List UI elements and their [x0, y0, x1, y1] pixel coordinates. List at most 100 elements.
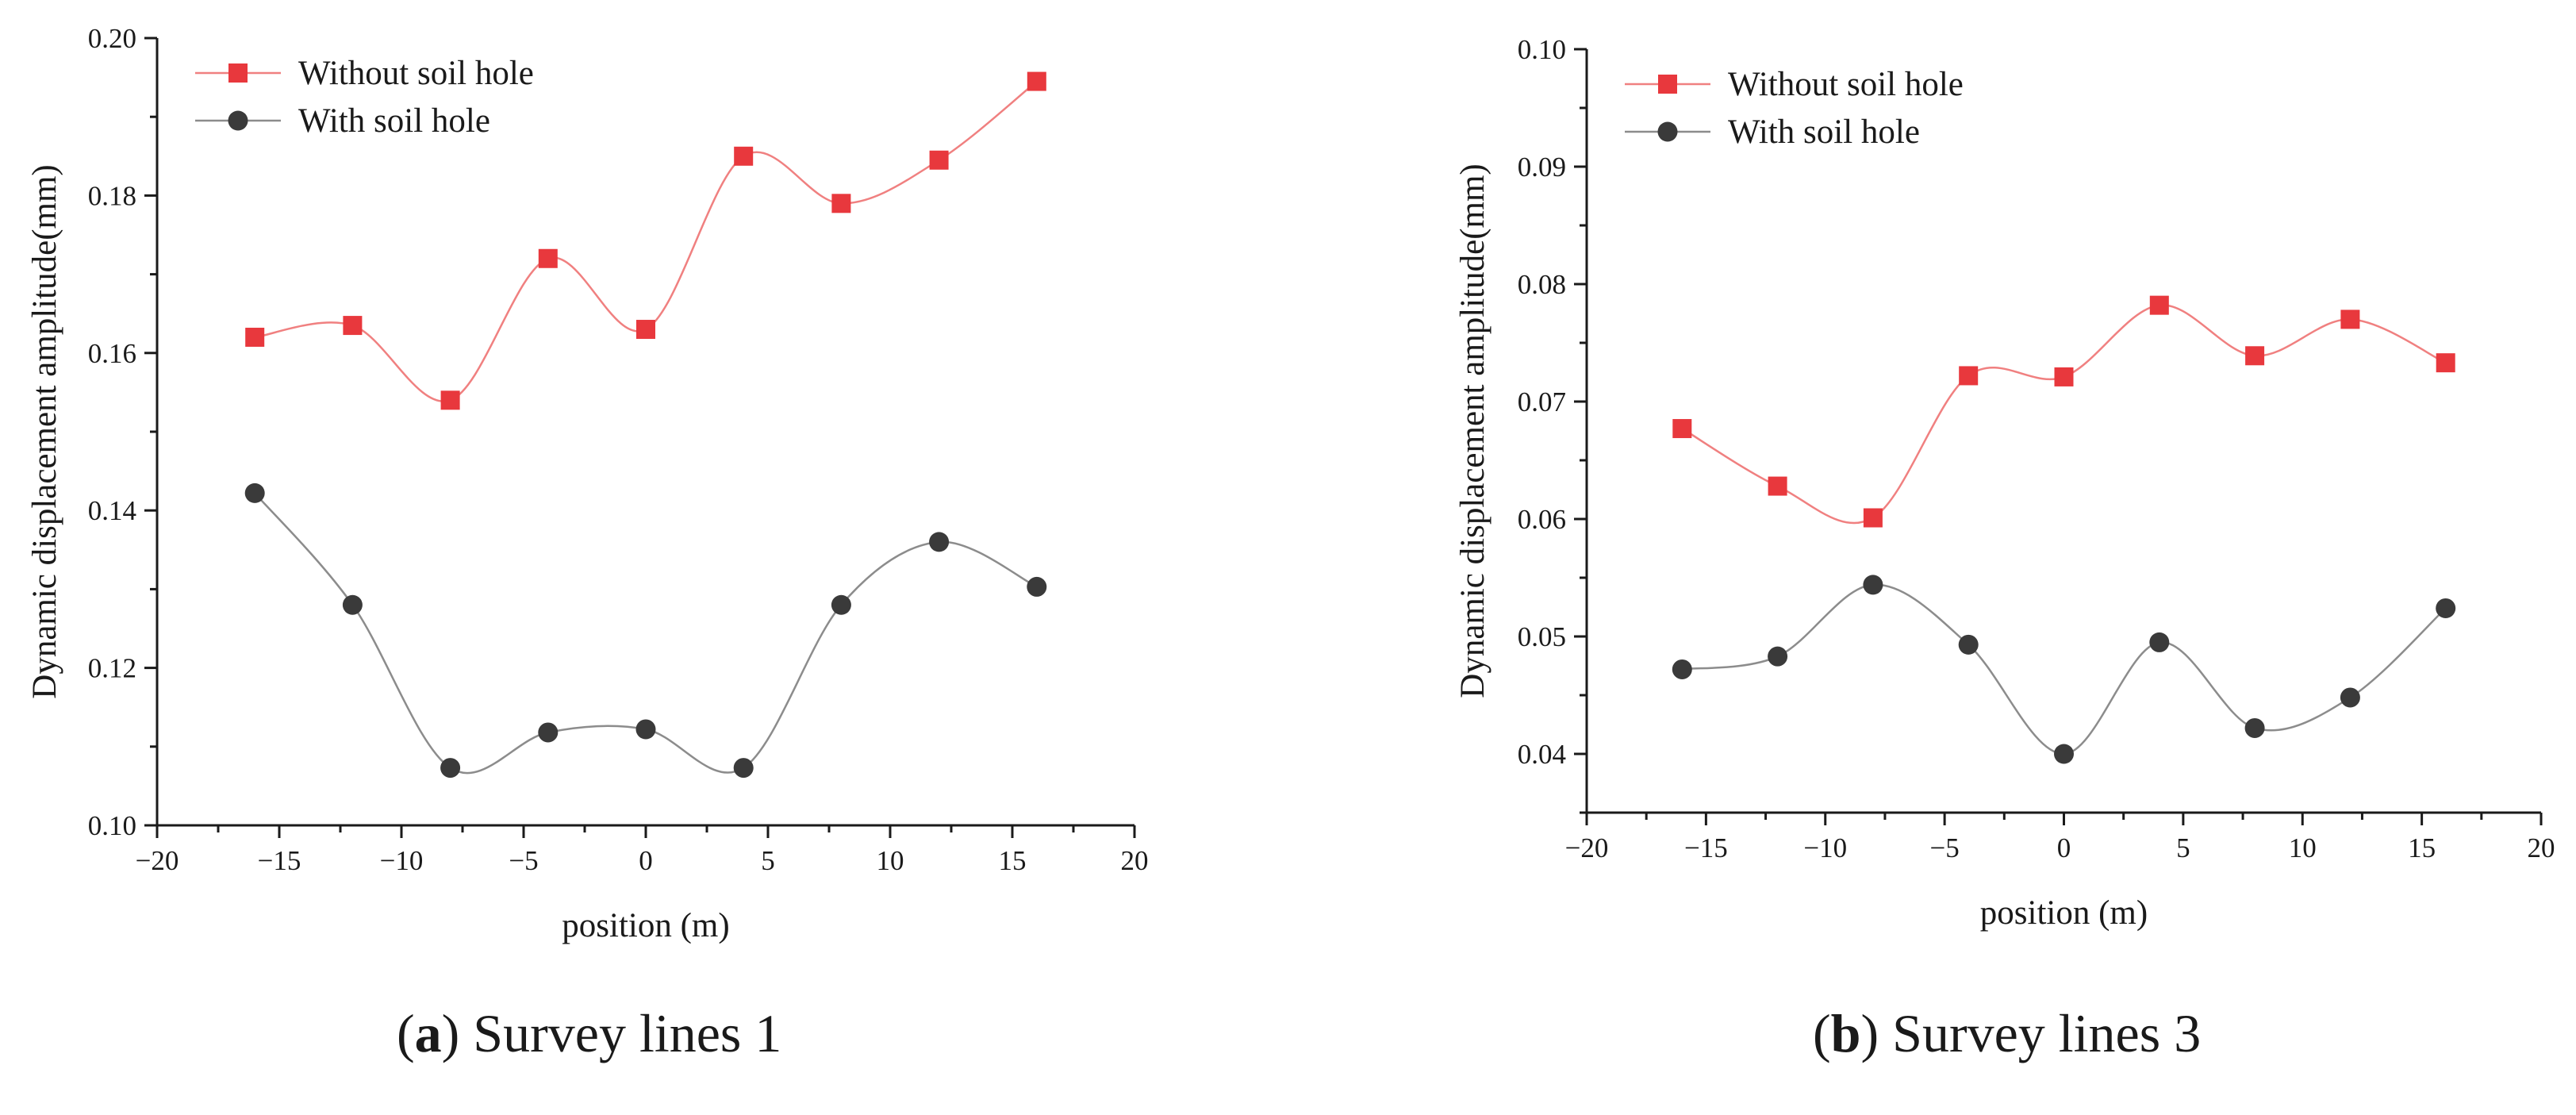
x-tick-label: 5	[761, 845, 775, 876]
data-point-square	[734, 146, 754, 166]
legend-label: With soil hole	[1728, 113, 1920, 151]
data-point-circle	[2054, 744, 2074, 764]
y-axis-title: Dynamic displacement amplitude(mm)	[1454, 163, 1491, 698]
data-point-circle	[733, 758, 754, 779]
series-without-soil-hole	[245, 71, 1046, 410]
y-tick-label: 0.10	[88, 810, 136, 841]
data-point-square	[1959, 366, 1979, 386]
legend-item-without-soil-hole: Without soil hole	[195, 55, 534, 92]
legend-item-with-soil-hole: With soil hole	[195, 102, 490, 140]
data-point-circle	[2149, 632, 2170, 652]
series-line	[1681, 304, 2447, 525]
x-tick-label: 10	[877, 845, 904, 876]
data-point-square	[1863, 508, 1883, 528]
data-point-circle	[1027, 576, 1047, 597]
x-tick-label: 0	[2057, 832, 2071, 863]
data-point-circle	[2244, 717, 2265, 738]
data-point-circle	[929, 532, 950, 552]
y-tick-label: 0.14	[88, 495, 136, 526]
data-point-circle	[342, 594, 363, 615]
legend-label: With soil hole	[298, 102, 490, 140]
data-point-square	[2436, 353, 2455, 373]
data-point-circle	[538, 722, 559, 743]
caption-letter: a	[415, 1003, 442, 1063]
data-point-square	[1672, 419, 1692, 439]
x-tick-label: −5	[1930, 832, 1960, 863]
legend-item-with-soil-hole: With soil hole	[1625, 113, 1920, 151]
x-tick-label: 5	[2176, 832, 2190, 863]
data-point-circle	[1863, 575, 1883, 595]
y-tick-label: 0.04	[1518, 739, 1566, 770]
series-with-soil-hole	[244, 483, 1047, 779]
y-tick-label: 0.07	[1518, 386, 1566, 417]
legend-circle-marker	[228, 110, 248, 131]
x-axis-title: position (m)	[1980, 894, 2148, 932]
data-point-square	[538, 248, 558, 268]
data-point-square	[929, 150, 949, 170]
data-point-circle	[1768, 646, 1788, 667]
panel-caption: (a) Survey lines 1	[397, 1003, 781, 1063]
data-point-square	[1027, 71, 1046, 91]
y-tick-label: 0.12	[88, 653, 136, 684]
caption-open-paren: (	[1813, 1003, 1831, 1063]
legend-square-marker	[228, 63, 248, 83]
x-tick-label: 15	[999, 845, 1027, 876]
y-tick-label: 0.16	[88, 338, 136, 369]
data-point-circle	[831, 594, 851, 615]
y-tick-label: 0.20	[88, 23, 136, 54]
x-tick-label: 20	[2528, 832, 2555, 863]
data-point-circle	[440, 758, 461, 779]
y-tick-label: 0.05	[1518, 621, 1566, 652]
chart-panel-a: −20 −15 −10 −5 0 5 10 15 20 0.10 0.12 0.14 0.16 0.18 0…	[26, 23, 1149, 1063]
x-tick-label: −15	[258, 845, 301, 876]
y-tick-label: 0.08	[1518, 269, 1566, 300]
data-point-square	[636, 320, 655, 340]
data-point-square	[831, 194, 851, 213]
data-point-circle	[2436, 598, 2456, 618]
y-axis-title: Dynamic displacement amplitude(mm)	[26, 164, 63, 698]
legend-label: Without soil hole	[298, 55, 534, 92]
data-point-square	[343, 316, 363, 336]
x-tick-label: 15	[2408, 832, 2436, 863]
legend-label: Without soil hole	[1728, 66, 1964, 103]
series-without-soil-hole	[1672, 295, 2455, 528]
data-point-square	[245, 327, 265, 347]
x-tick-label: −15	[1684, 832, 1728, 863]
y-tick-label: 0.06	[1518, 504, 1566, 535]
legend-item-without-soil-hole: Without soil hole	[1625, 66, 1964, 103]
data-point-square	[440, 390, 460, 410]
x-tick-label: −10	[380, 845, 424, 876]
data-point-circle	[1958, 634, 1979, 655]
data-point-circle	[1672, 659, 1692, 679]
x-axis-title: position (m)	[562, 907, 729, 944]
caption-text: ) Survey lines 3	[1860, 1003, 2201, 1063]
legend-square-marker	[1658, 75, 1677, 94]
x-tick-label: 0	[639, 845, 653, 876]
series-line	[1682, 583, 2447, 756]
data-point-circle	[244, 483, 265, 503]
x-tick-label: −20	[1565, 832, 1609, 863]
data-point-square	[2149, 295, 2169, 315]
x-tick-label: −20	[136, 845, 179, 876]
y-tick-label: 0.18	[88, 180, 136, 211]
x-tick-label: 10	[2289, 832, 2317, 863]
caption-letter: b	[1831, 1003, 1861, 1063]
panel-caption: (b) Survey lines 3	[1813, 1003, 2201, 1063]
chart-panel-b: −20 −15 −10 −5 0 5 10 15 20 0.04 0.05 0.06 0.07 0.08 0…	[1454, 34, 2555, 1063]
x-tick-label: −10	[1803, 832, 1847, 863]
caption-text: ) Survey lines 1	[442, 1003, 782, 1063]
data-point-circle	[2340, 687, 2360, 708]
data-point-circle	[635, 719, 656, 740]
data-point-square	[2340, 310, 2360, 329]
caption-open-paren: (	[397, 1003, 415, 1063]
data-point-square	[1768, 476, 1787, 496]
x-tick-label: −5	[509, 845, 538, 876]
legend-circle-marker	[1657, 121, 1678, 142]
x-tick-label: 20	[1121, 845, 1149, 876]
data-point-square	[2054, 367, 2074, 386]
y-tick-label: 0.09	[1518, 152, 1566, 183]
y-tick-label: 0.10	[1518, 34, 1566, 65]
data-point-square	[2245, 346, 2265, 366]
series-with-soil-hole	[1672, 575, 2456, 764]
